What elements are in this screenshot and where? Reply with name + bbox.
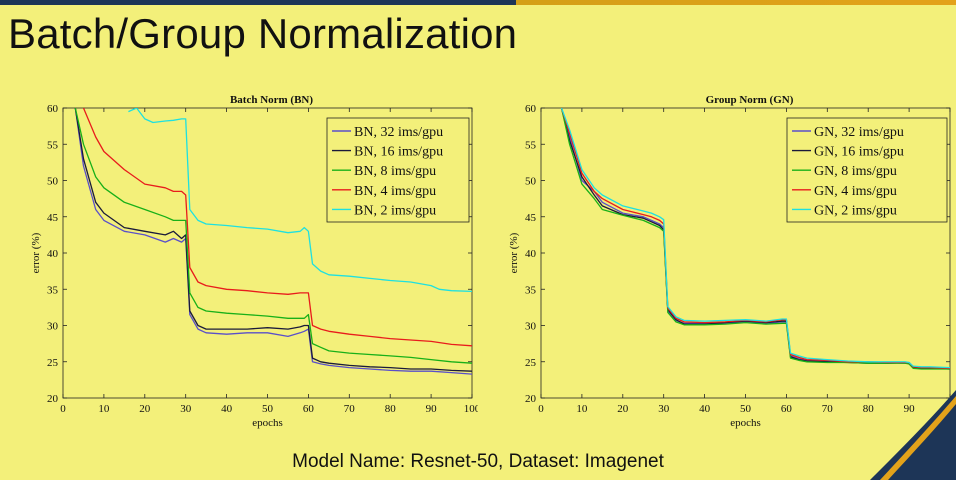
slide-footer: Model Name: Resnet-50, Dataset: Imagenet — [292, 451, 664, 472]
y-tick-label: 30 — [47, 321, 59, 333]
x-tick-label: 60 — [303, 403, 315, 415]
y-tick-label: 25 — [525, 357, 537, 369]
y-tick-label: 35 — [525, 284, 537, 296]
y-tick-label: 40 — [525, 248, 537, 260]
x-tick-label: 30 — [658, 403, 670, 415]
x-tick-label: 70 — [344, 403, 356, 415]
series-line-1 — [74, 108, 472, 375]
series-line-5 — [560, 108, 950, 369]
legend-label: BN, 2 ims/gpu — [354, 203, 436, 218]
x-tick-label: 40 — [699, 403, 711, 415]
legend-label: GN, 16 ims/gpu — [814, 145, 904, 160]
legend-label: GN, 4 ims/gpu — [814, 184, 897, 199]
y-tick-label: 60 — [525, 103, 537, 115]
y-tick-label: 45 — [525, 212, 537, 224]
y-tick-label: 50 — [47, 176, 59, 188]
x-tick-label: 0 — [538, 403, 544, 415]
series-line-2 — [74, 108, 472, 372]
series-line-4 — [82, 108, 472, 347]
legend-label: GN, 8 ims/gpu — [814, 164, 897, 179]
corner-swoosh-decoration — [870, 390, 956, 480]
legend-label: GN, 32 ims/gpu — [814, 125, 904, 140]
x-tick-label: 10 — [576, 403, 588, 415]
x-tick-label: 40 — [221, 403, 233, 415]
slide-title: Batch/Group Normalization — [8, 10, 518, 57]
y-axis-label: error (%) — [30, 232, 42, 273]
x-axis-label: epochs — [252, 417, 283, 429]
y-tick-label: 60 — [47, 103, 59, 115]
series-line-5 — [128, 108, 472, 293]
legend-label: BN, 16 ims/gpu — [354, 145, 443, 160]
x-tick-label: 20 — [617, 403, 629, 415]
x-tick-label: 50 — [262, 403, 274, 415]
x-axis-label: epochs — [730, 417, 761, 429]
legend-box — [786, 117, 948, 223]
x-tick-label: 90 — [904, 403, 916, 415]
x-tick-label: 100 — [464, 403, 478, 415]
chart-title: Group Norm (GN) — [706, 94, 794, 106]
x-tick-label: 0 — [60, 403, 66, 415]
batch-norm-chart: Batch Norm (BN) 20 25 30 35 40 45 50 55 60 0 10 20 30… — [30, 94, 478, 429]
x-tick-label: 20 — [139, 403, 151, 415]
x-tick-label: 10 — [98, 403, 110, 415]
y-tick-label: 55 — [47, 139, 59, 151]
chart-title: Batch Norm (BN) — [230, 94, 313, 106]
series-line-3 — [74, 108, 472, 364]
legend-label: BN, 4 ims/gpu — [354, 184, 436, 199]
y-axis-label: error (%) — [508, 232, 520, 273]
x-tick-label: 60 — [781, 403, 793, 415]
legend-label: GN, 2 ims/gpu — [814, 203, 897, 218]
y-tick-label: 40 — [47, 248, 59, 260]
y-tick-label: 55 — [525, 139, 537, 151]
series-line-3 — [560, 108, 950, 370]
group-norm-chart: Group Norm (GN) 20 25 30 35 40 45 50 55 60 0 10 20 30… — [508, 94, 956, 429]
legend-label: BN, 8 ims/gpu — [354, 164, 436, 179]
x-tick-label: 50 — [740, 403, 752, 415]
y-tick-label: 20 — [47, 393, 59, 405]
y-tick-label: 35 — [47, 284, 59, 296]
x-tick-label: 90 — [426, 403, 438, 415]
x-tick-label: 30 — [180, 403, 192, 415]
x-tick-label: 80 — [385, 403, 397, 415]
x-tick-label: 70 — [822, 403, 834, 415]
y-tick-label: 25 — [47, 357, 59, 369]
y-tick-label: 30 — [525, 321, 537, 333]
x-tick-label: 80 — [863, 403, 875, 415]
legend-label: BN, 32 ims/gpu — [354, 125, 443, 140]
y-tick-label: 45 — [47, 212, 59, 224]
y-tick-label: 50 — [525, 176, 537, 188]
series-line-4 — [560, 108, 950, 369]
y-tick-label: 20 — [525, 393, 537, 405]
top-accent-bar — [0, 0, 956, 5]
